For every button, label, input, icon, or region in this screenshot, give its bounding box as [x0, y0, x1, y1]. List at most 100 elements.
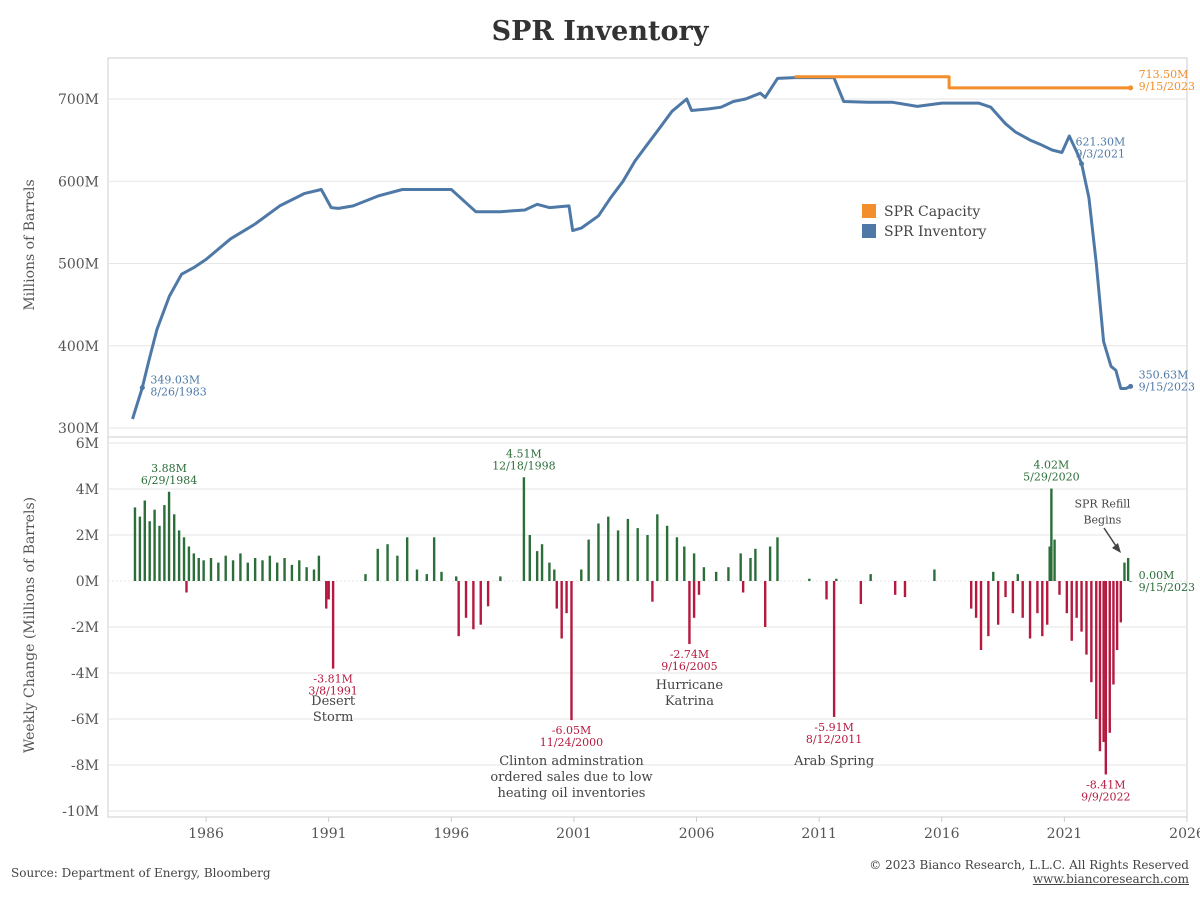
weekly-change-bar — [616, 530, 620, 581]
annotation-value: -8.41M — [1086, 778, 1125, 791]
bottom-y-axis-title: Weekly Change (Millions of Barrels) — [22, 497, 38, 753]
weekly-change-bar — [970, 581, 973, 609]
annotation-marker — [1079, 161, 1085, 167]
weekly-change-bar — [192, 553, 196, 581]
weekly-change-bar — [1070, 581, 1073, 641]
weekly-change-bar — [1011, 581, 1015, 614]
weekly-change-bar — [764, 581, 767, 627]
weekly-change-bar — [472, 581, 475, 630]
legend-label: SPR Inventory — [884, 224, 987, 240]
weekly-change-bar — [1048, 546, 1051, 581]
weekly-change-bar — [626, 518, 630, 581]
annotation-value: 349.03M — [150, 374, 200, 387]
weekly-change-bar — [607, 516, 610, 581]
annotation-date: 9/3/2021 — [1076, 148, 1125, 161]
weekly-change-bar — [688, 581, 691, 645]
weekly-change-bar — [163, 505, 166, 581]
weekly-change-bar — [187, 546, 191, 581]
annotation-value: 4.02M — [1034, 459, 1070, 472]
weekly-change-bar — [768, 546, 772, 581]
weekly-change-bar — [832, 581, 836, 717]
weekly-change-bar — [1046, 581, 1049, 625]
weekly-change-bar — [455, 576, 458, 581]
weekly-change-bar — [1085, 581, 1088, 655]
weekly-change-bar — [651, 581, 654, 602]
chart-note: Arab Spring — [793, 754, 874, 769]
top-y-tick-label: 500M — [58, 257, 99, 273]
weekly-change-bar — [327, 581, 330, 600]
weekly-change-bar — [535, 551, 539, 581]
chart-note: Hurricane — [656, 678, 724, 693]
weekly-change-bar — [565, 581, 568, 614]
weekly-change-bar — [202, 560, 205, 581]
weekly-change-bar — [587, 539, 590, 581]
annotation-date: 9/16/2005 — [661, 660, 717, 673]
annotation-date: 5/29/2020 — [1023, 471, 1079, 484]
weekly-change-bar — [1102, 581, 1105, 742]
weekly-change-bar — [217, 562, 220, 581]
annotation-date: 8/12/2011 — [806, 733, 862, 746]
weekly-change-bar — [808, 578, 811, 581]
website-link[interactable]: www.biancoresearch.com — [1032, 872, 1189, 886]
weekly-change-bar — [727, 567, 730, 581]
weekly-change-bar — [1053, 539, 1056, 581]
weekly-change-bar — [464, 581, 468, 618]
legend-label: SPR Capacity — [884, 204, 980, 220]
weekly-change-bar — [754, 548, 757, 581]
x-tick-label: 2021 — [1047, 826, 1083, 842]
top-y-tick-label: 300M — [58, 421, 99, 437]
weekly-change-bar — [1090, 581, 1093, 683]
weekly-change-bar — [825, 581, 828, 600]
annotation-date: 9/9/2022 — [1081, 790, 1130, 803]
weekly-change-bar — [457, 581, 460, 637]
weekly-change-bar — [776, 537, 779, 581]
annotation-date: 8/26/1983 — [150, 386, 206, 399]
weekly-change-bar — [276, 562, 279, 581]
x-tick-label: 2026 — [1169, 826, 1200, 842]
weekly-change-bar — [1058, 581, 1061, 595]
weekly-change-bar — [739, 553, 742, 581]
weekly-change-bar — [440, 571, 443, 581]
weekly-change-bar — [298, 560, 301, 581]
weekly-change-bar — [692, 553, 696, 581]
weekly-change-bar — [597, 523, 600, 581]
chart-note: SPR Refill — [1074, 497, 1130, 510]
annotation-date: 9/15/2023 — [1139, 380, 1195, 393]
weekly-change-bar — [253, 558, 257, 581]
weekly-change-bar — [325, 581, 328, 609]
weekly-change-bar — [1126, 558, 1130, 581]
bottom-y-tick-label: 0M — [76, 574, 99, 590]
legend-swatch — [862, 204, 876, 218]
weekly-change-bar — [432, 537, 436, 581]
weekly-change-bar — [261, 560, 264, 581]
chart-note: ordered sales due to low — [490, 770, 652, 785]
weekly-change-bar — [692, 581, 696, 618]
annotation-value: 3.88M — [151, 462, 187, 475]
weekly-change-bar — [405, 537, 409, 581]
weekly-change-bar — [143, 500, 146, 581]
weekly-change-bar — [209, 558, 213, 581]
weekly-change-bar — [1112, 581, 1115, 685]
weekly-change-bar — [933, 569, 936, 581]
weekly-change-bar — [331, 581, 335, 669]
weekly-change-bar — [859, 581, 863, 604]
weekly-change-bar — [1104, 581, 1108, 775]
source-note: Source: Department of Energy, Bloomberg — [11, 866, 271, 880]
weekly-change-bar — [1050, 488, 1053, 581]
weekly-change-bar — [1123, 562, 1126, 581]
weekly-change-bar — [182, 537, 186, 581]
x-tick-label: 2011 — [801, 826, 837, 842]
annotation-marker — [1128, 85, 1134, 91]
spr-inventory-line — [131, 76, 1132, 420]
weekly-change-bar — [835, 578, 838, 581]
weekly-change-bar — [903, 581, 907, 598]
weekly-change-bar — [996, 581, 1000, 625]
weekly-change-bar — [675, 537, 679, 581]
weekly-change-bar — [992, 571, 995, 581]
weekly-change-bar — [268, 555, 272, 581]
weekly-change-bar — [177, 530, 181, 581]
bottom-y-tick-label: 4M — [76, 482, 99, 498]
weekly-change-bar — [1065, 581, 1069, 614]
annotation-date: 11/24/2000 — [540, 736, 603, 749]
weekly-change-bar — [1016, 574, 1019, 581]
